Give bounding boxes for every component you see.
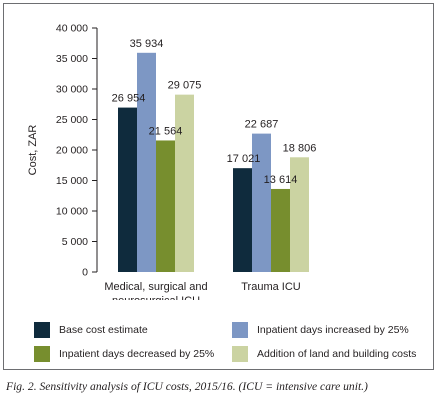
bar [271, 188, 290, 272]
bar [252, 133, 271, 272]
legend-item: Base cost estimate [34, 322, 148, 338]
data-label: 35 934 [130, 38, 164, 50]
y-tick-label: 25 000 [56, 114, 88, 126]
legend-label: Inpatient days increased by 25% [257, 324, 409, 336]
data-label: 26 954 [112, 93, 146, 105]
legend-label: Base cost estimate [59, 324, 148, 336]
y-tick-label: 35 000 [56, 53, 88, 65]
y-tick-label: 0 [82, 267, 88, 279]
data-label: 29 075 [168, 80, 202, 92]
legend-swatch [232, 346, 248, 362]
bar [156, 140, 175, 272]
y-tick-label: 40 000 [56, 23, 88, 35]
bar [118, 107, 137, 272]
y-tick-label: 30 000 [56, 84, 88, 96]
legend-swatch [34, 322, 50, 338]
figure-frame [3, 3, 434, 370]
legend-label: Inpatient days decreased by 25% [59, 348, 215, 360]
y-axis-title: Cost, ZAR [27, 125, 39, 176]
y-tick-label: 15 000 [56, 175, 88, 187]
y-tick-label: 5 000 [62, 236, 88, 248]
legend-item: Addition of land and building costs [232, 346, 416, 362]
category-label: Trauma ICU [241, 281, 301, 293]
category-label: Medical, surgical and [104, 281, 207, 293]
data-label: 18 806 [283, 142, 317, 154]
legend-label: Addition of land and building costs [257, 348, 417, 360]
bar [137, 52, 156, 273]
data-label: 13 614 [264, 174, 298, 186]
legend-item: Inpatient days increased by 25% [232, 322, 409, 338]
data-label: 22 687 [245, 119, 279, 131]
data-label: 21 564 [149, 125, 183, 137]
legend-swatch [232, 322, 248, 338]
bar [290, 157, 309, 272]
bar [175, 94, 194, 272]
figure-caption: Fig. 2. Sensitivity analysis of ICU cost… [6, 380, 368, 393]
bar [233, 168, 252, 272]
bar-chart: 0 5 000 10 000 15 000 20 000 25 000 30 000 35 0… [27, 23, 317, 301]
legend-item: Inpatient days decreased by 25% [34, 346, 214, 362]
legend-swatch [34, 346, 50, 362]
y-tick-label: 20 000 [56, 145, 88, 157]
category-label: neurosurgical ICU [112, 295, 200, 300]
data-label: 17 021 [227, 153, 261, 165]
y-tick-label: 10 000 [56, 206, 88, 218]
